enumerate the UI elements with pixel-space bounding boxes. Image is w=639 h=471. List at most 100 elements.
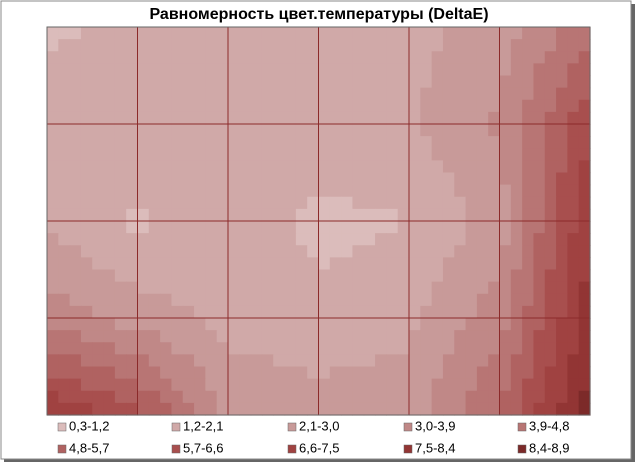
contour-cell [307, 281, 320, 295]
contour-cell [488, 184, 501, 198]
contour-cell [58, 221, 71, 234]
contour-cell [250, 402, 263, 416]
contour-cell [454, 27, 467, 40]
contour-cell [409, 75, 421, 89]
contour-cell [273, 184, 286, 198]
contour-cell [137, 342, 150, 355]
contour-cell [148, 87, 161, 101]
contour-cell [182, 196, 195, 210]
contour-cell [148, 63, 161, 77]
contour-cell [160, 87, 173, 101]
contour-cell [556, 233, 568, 246]
contour-cell [160, 27, 173, 40]
contour-cell [228, 245, 240, 258]
contour-cell [295, 342, 308, 355]
contour-cell [488, 390, 501, 404]
contour-cell [397, 136, 410, 149]
contour-cell [397, 293, 410, 307]
contour-cell [216, 318, 229, 331]
contour-cell [476, 39, 489, 52]
contour-cell [137, 184, 150, 198]
contour-cell [205, 87, 218, 101]
contour-cell [182, 318, 195, 331]
contour-cell [476, 124, 489, 137]
contour-cell [250, 366, 263, 380]
contour-cell [171, 390, 184, 404]
contour-cell [499, 51, 512, 64]
contour-cell [567, 27, 580, 40]
contour-cell [465, 51, 478, 64]
contour-cell [544, 39, 557, 52]
contour-cell [510, 148, 523, 161]
contour-cell [284, 245, 297, 258]
contour-cell [329, 51, 342, 64]
contour-cell [375, 354, 387, 368]
contour-cell [442, 99, 455, 113]
contour-cell [533, 196, 546, 210]
contour-cell [194, 75, 206, 89]
contour-cell [454, 390, 467, 404]
contour-cell [363, 233, 376, 246]
contour-cell [114, 233, 127, 246]
contour-cell [567, 257, 580, 271]
contour-cell [92, 293, 105, 307]
contour-cell [126, 39, 139, 52]
contour-cell [409, 172, 421, 186]
contour-cell [205, 172, 218, 186]
contour-cell [295, 160, 308, 174]
contour-cell [476, 27, 489, 40]
contour-cell [239, 136, 252, 149]
contour-cell [47, 148, 59, 161]
contour-cell [58, 184, 71, 198]
contour-cell [533, 27, 546, 40]
contour-cell [544, 27, 557, 40]
contour-cell [341, 245, 354, 258]
contour-cell [352, 221, 365, 234]
contour-cell [341, 27, 354, 40]
contour-cell [341, 269, 354, 283]
contour-cell [205, 342, 218, 355]
contour-cell [171, 257, 184, 271]
contour-cell [318, 184, 331, 198]
contour-cell [465, 330, 478, 343]
contour-cell [510, 27, 523, 40]
contour-cell [239, 75, 252, 89]
contour-cell [556, 378, 568, 392]
contour-cell [47, 184, 59, 198]
contour-cell [488, 148, 501, 161]
contour-cell [239, 27, 252, 40]
contour-cell [295, 281, 308, 295]
contour-cell [386, 366, 399, 380]
contour-cell [409, 208, 421, 222]
contour-cell [307, 293, 320, 307]
contour-cell [352, 124, 365, 137]
contour-cell [454, 136, 467, 149]
contour-cell [397, 257, 410, 271]
contour-cell [148, 366, 161, 380]
contour-cell [363, 87, 376, 101]
contour-cell [58, 148, 71, 161]
contour-cell [544, 366, 557, 380]
contour-cell [533, 318, 546, 331]
contour-cell [250, 354, 263, 368]
contour-cell [442, 269, 455, 283]
contour-cell [239, 148, 252, 161]
contour-cell [228, 354, 240, 368]
contour-cell [556, 39, 568, 52]
contour-cell [114, 111, 127, 125]
contour-cell [47, 366, 59, 380]
contour-cell [522, 233, 535, 246]
contour-cell [329, 124, 342, 137]
contour-cell [341, 63, 354, 77]
contour-cell [273, 63, 286, 77]
contour-cell [363, 378, 376, 392]
contour-cell [375, 402, 387, 416]
contour-cell [205, 330, 218, 343]
contour-cell [92, 233, 105, 246]
contour-cell [137, 160, 150, 174]
contour-cell [556, 330, 568, 343]
contour-cell [80, 293, 93, 307]
contour-cell [386, 39, 399, 52]
contour-cell [397, 75, 410, 89]
contour-cell [216, 87, 229, 101]
